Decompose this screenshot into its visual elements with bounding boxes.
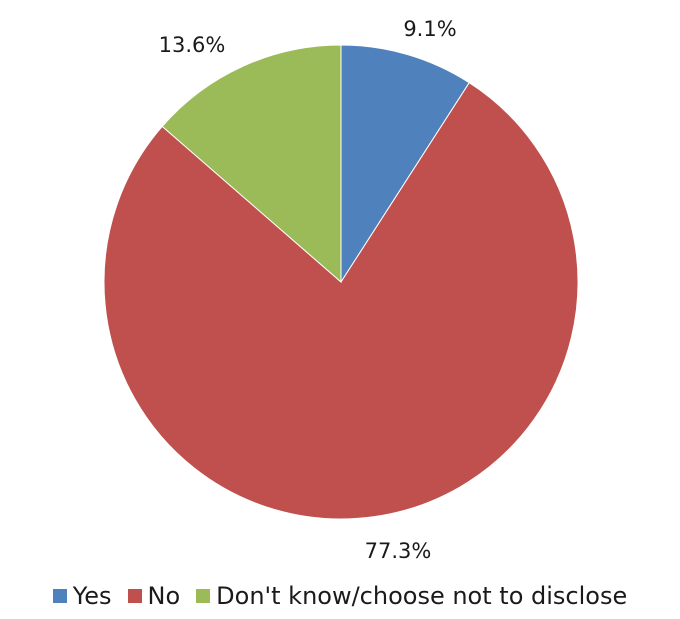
pie-slice-yes: [340, 44, 470, 284]
legend-swatch-dont-know: [196, 589, 211, 603]
legend-swatch-no: [127, 589, 142, 603]
legend: Yes No Don't know/choose not to disclose: [0, 582, 680, 610]
legend-label-yes: Yes: [72, 582, 112, 610]
pie-chart-svg: 9.1% 77.3% 13.6%: [103, 17, 579, 563]
data-label-yes: 9.1%: [403, 17, 456, 41]
data-label-dont-know: 13.6%: [159, 33, 226, 57]
legend-item-no: No: [127, 582, 181, 610]
data-label-no: 77.3%: [365, 539, 432, 563]
legend-item-dont-know: Don't know/choose not to disclose: [196, 582, 627, 610]
legend-swatch-yes: [52, 589, 67, 603]
pie-slice-dont-know: [161, 44, 342, 284]
legend-item-yes: Yes: [52, 582, 112, 610]
legend-label-dont-know: Don't know/choose not to disclose: [216, 582, 628, 610]
pie-slice-no: [103, 82, 579, 520]
legend-label-no: No: [147, 582, 181, 610]
